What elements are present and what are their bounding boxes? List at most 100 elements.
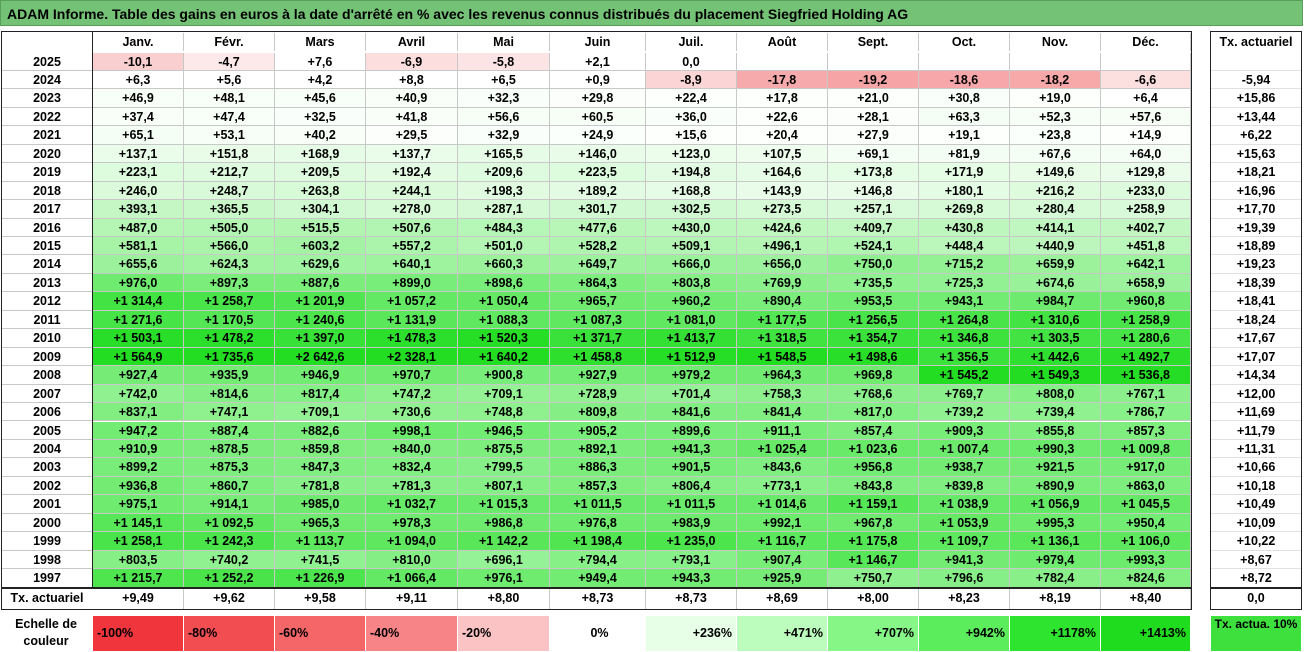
heatmap-cell: +1 087,3 [550, 310, 646, 330]
heatmap-cell: +809,8 [550, 403, 646, 422]
heatmap-cell: +715,2 [919, 255, 1010, 274]
actuarial-rate: +10,49 [1211, 495, 1301, 514]
heatmap-cell: +875,5 [458, 439, 550, 459]
heatmap-cell: +975,1 [93, 495, 184, 514]
heatmap-cell: +1 258,7 [184, 292, 275, 311]
heatmap-cell: +1 478,2 [184, 329, 275, 348]
heatmap-cell: +843,8 [828, 476, 919, 496]
heatmap-cell: +855,8 [1010, 421, 1101, 440]
heatmap-cell: +807,1 [458, 476, 550, 496]
heatmap-cell: +810,0 [366, 550, 458, 570]
heatmap-cell: +223,1 [93, 163, 184, 182]
heatmap-cell: +287,1 [458, 200, 550, 219]
month-header: Mai [458, 33, 550, 51]
heatmap-cell: +1 136,1 [1010, 532, 1101, 551]
heatmap-cell: +1 145,1 [93, 513, 184, 533]
heatmap-cell: +1 271,6 [93, 310, 184, 330]
heatmap-cell: +741,5 [275, 550, 366, 570]
heatmap-cell: +624,3 [184, 255, 275, 274]
footer-actuarial-rate: +8,40 [1101, 587, 1191, 609]
heatmap-cell: +739,4 [1010, 403, 1101, 422]
heatmap-cell: +649,7 [550, 255, 646, 274]
heatmap-cell: +273,5 [737, 200, 828, 219]
heatmap-cell: +2 642,6 [275, 347, 366, 367]
heatmap-cell [919, 52, 1010, 71]
heatmap-cell: +487,0 [93, 218, 184, 237]
heatmap-cell: -5,8 [458, 52, 550, 71]
footer-actuarial-rate: +9,58 [275, 587, 366, 609]
heatmap-cell: +1 545,2 [919, 366, 1010, 385]
footer-actuarial-rate: +9,11 [366, 587, 458, 609]
heatmap-cell: +859,8 [275, 439, 366, 459]
heatmap-cell: -8,9 [646, 70, 737, 90]
heatmap-cell: +897,3 [184, 273, 275, 293]
heatmap-cell: +758,3 [737, 384, 828, 404]
heatmap-cell: +629,6 [275, 255, 366, 274]
heatmap-cell: +14,9 [1101, 126, 1191, 145]
heatmap-cell: +900,8 [458, 366, 550, 385]
heatmap-cell: +946,9 [275, 366, 366, 385]
heatmap-cell: +137,1 [93, 144, 184, 164]
heatmap-cell: +892,1 [550, 439, 646, 459]
heatmap-cell: +803,5 [93, 550, 184, 570]
heatmap-cell: +969,8 [828, 366, 919, 385]
month-header: Nov. [1010, 33, 1101, 51]
heatmap-cell: +603,2 [275, 237, 366, 256]
heatmap-cell: +393,1 [93, 200, 184, 219]
heatmap-cell: +29,5 [366, 126, 458, 145]
heatmap-cell: +857,3 [1101, 421, 1191, 440]
heatmap-cell: +907,4 [737, 550, 828, 570]
year-label: 2025 [2, 53, 92, 71]
heatmap-cell: +946,5 [458, 421, 550, 440]
heatmap-cell: +1 038,9 [919, 495, 1010, 514]
heatmap-cell: +165,5 [458, 144, 550, 164]
heatmap-cell: +65,1 [93, 126, 184, 145]
heatmap-cell: +747,1 [184, 403, 275, 422]
heatmap-cell: -10,1 [93, 52, 184, 71]
actuarial-rate: +11,31 [1211, 440, 1301, 459]
month-header: Oct. [919, 33, 1010, 51]
heatmap-cell: +1 146,7 [828, 550, 919, 570]
scale-step: +1178% [1010, 616, 1101, 651]
heatmap-cell: +986,8 [458, 513, 550, 533]
heatmap-cell: +36,0 [646, 107, 737, 127]
year-label: 2007 [2, 385, 92, 404]
heatmap-cell: +1 258,9 [1101, 310, 1191, 330]
actuarial-rate: +10,18 [1211, 477, 1301, 496]
heatmap-cell: +725,3 [919, 273, 1010, 293]
heatmap-cell: +17,8 [737, 89, 828, 108]
heatmap-cell: +817,4 [275, 384, 366, 404]
footer-actuarial-rate: +9,49 [93, 587, 184, 609]
heatmap-cell: +970,7 [366, 366, 458, 385]
heatmap-cell: +914,1 [184, 495, 275, 514]
heatmap-cell: +943,3 [646, 569, 737, 588]
month-header: Sept. [828, 33, 919, 51]
heatmap-cell: +655,6 [93, 255, 184, 274]
heatmap-cell: +1 503,1 [93, 329, 184, 348]
heatmap-cell: +1 640,2 [458, 347, 550, 367]
heatmap-cell: +501,0 [458, 237, 550, 256]
heatmap-cell: +840,0 [366, 439, 458, 459]
heatmap-cell: +905,2 [550, 421, 646, 440]
heatmap-cell: +1 009,8 [1101, 439, 1191, 459]
heatmap-cell: +793,1 [646, 550, 737, 570]
footer-actuarial-rate: +8,00 [828, 587, 919, 609]
report-title: ADAM Informe. Table des gains en euros à… [0, 0, 1303, 26]
heatmap-cell: +1 159,1 [828, 495, 919, 514]
heatmap-cell: +257,1 [828, 200, 919, 219]
heatmap-cell: +64,0 [1101, 144, 1191, 164]
year-label: 2016 [2, 219, 92, 237]
heatmap-cell: +409,7 [828, 218, 919, 237]
heatmap-cell: +57,6 [1101, 107, 1191, 127]
heatmap-cell: +67,6 [1010, 144, 1101, 164]
actuarial-rate: +6,22 [1211, 126, 1301, 145]
heatmap-cell: +847,3 [275, 458, 366, 477]
heatmap-cell: +6,5 [458, 70, 550, 90]
heatmap-cell: +1 170,5 [184, 310, 275, 330]
heatmap-cell: +899,0 [366, 273, 458, 293]
heatmap-cell: +430,0 [646, 218, 737, 237]
heatmap-cell: +6,3 [93, 70, 184, 90]
month-header: Juin [550, 33, 646, 51]
heatmap-cell: +32,5 [275, 107, 366, 127]
heatmap-cell: +642,1 [1101, 255, 1191, 274]
